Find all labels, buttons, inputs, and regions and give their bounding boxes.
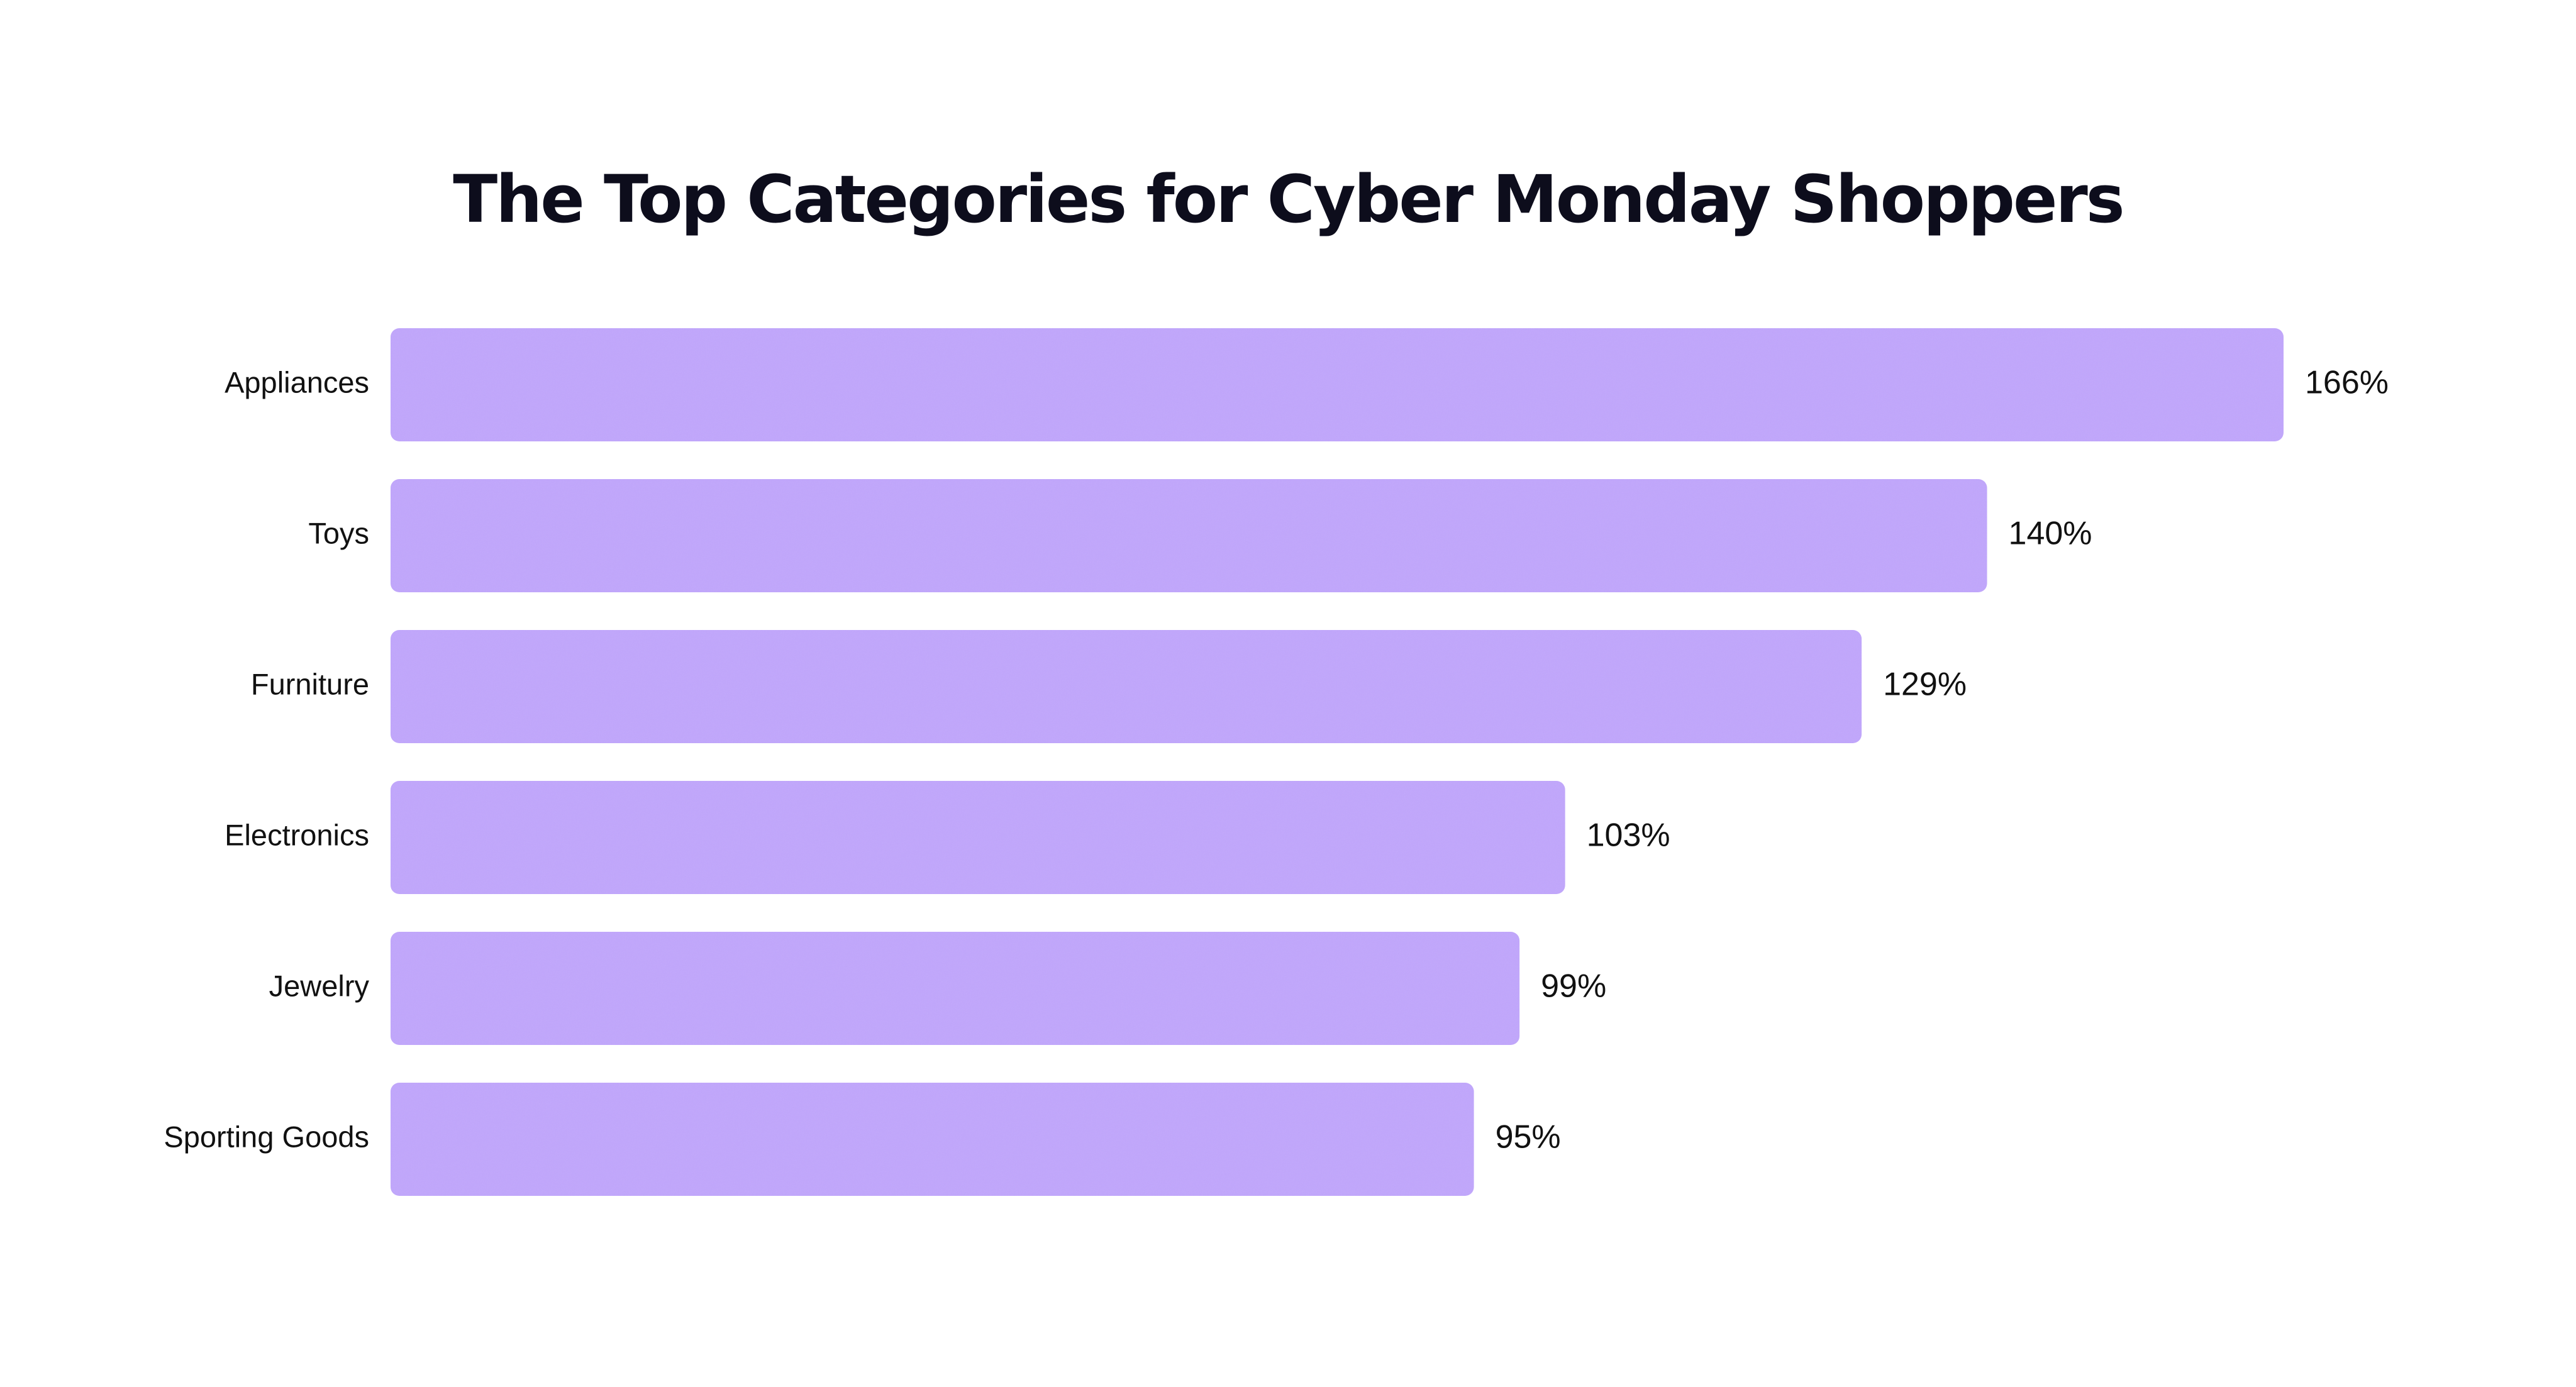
chart-title: The Top Categories for Cyber Monday Shop… bbox=[453, 161, 2124, 238]
value-label: 166% bbox=[2305, 365, 2389, 401]
value-label: 140% bbox=[2009, 516, 2092, 552]
bar-sporting-goods bbox=[391, 1083, 1474, 1196]
value-label: 95% bbox=[1496, 1119, 1561, 1156]
category-label: Furniture bbox=[251, 667, 369, 700]
value-label: 129% bbox=[1883, 666, 1967, 703]
bar-appliances bbox=[391, 328, 2284, 441]
bar-jewelry bbox=[391, 932, 1520, 1045]
category-label: Appliances bbox=[225, 365, 369, 399]
category-label: Jewelry bbox=[269, 969, 370, 1002]
category-label: Electronics bbox=[225, 818, 369, 851]
bar-furniture bbox=[391, 630, 1862, 743]
bar-toys bbox=[391, 479, 1987, 592]
bar-electronics bbox=[391, 781, 1565, 894]
value-label: 99% bbox=[1541, 968, 1606, 1005]
category-label: Sporting Goods bbox=[164, 1120, 369, 1153]
value-label: 103% bbox=[1587, 817, 1670, 854]
category-label: Toys bbox=[308, 516, 369, 550]
